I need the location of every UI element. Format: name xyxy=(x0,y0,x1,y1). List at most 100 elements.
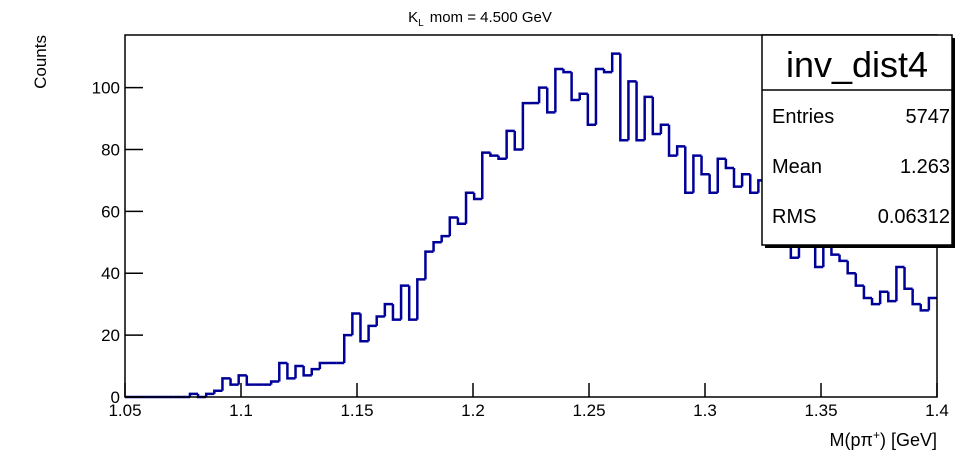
histogram-bin xyxy=(416,278,426,320)
x-tick-label: 1.4 xyxy=(925,401,949,420)
histogram-bin xyxy=(684,146,694,195)
x-axis-label: M(pπ+) [GeV] xyxy=(830,428,937,450)
x-tick-label: 1.1 xyxy=(229,401,253,420)
histogram-bin xyxy=(887,291,897,303)
title-rest: mom = 4.500 GeV xyxy=(430,9,552,26)
histogram-bin xyxy=(505,129,515,159)
stats-title: inv_dist4 xyxy=(786,44,928,85)
histogram-bin xyxy=(692,154,702,193)
histogram-bin xyxy=(578,92,588,100)
stats-label: Entries xyxy=(772,106,834,128)
histogram-bin xyxy=(895,265,905,302)
histogram-bin xyxy=(286,362,296,380)
x-label-rest: ) [GeV] xyxy=(880,430,937,450)
histogram-bin xyxy=(188,392,199,397)
stats-label: Mean xyxy=(772,156,822,178)
x-label-main: M(pπ xyxy=(830,430,873,450)
histogram-bin xyxy=(383,302,393,317)
histogram-bin xyxy=(911,288,921,306)
histogram-bin xyxy=(278,361,288,382)
histogram-bin xyxy=(740,172,751,187)
histogram-bin xyxy=(456,217,467,225)
histogram-bin xyxy=(586,93,596,126)
y-tick-label: 40 xyxy=(101,264,120,283)
x-tick-label: 1.25 xyxy=(572,401,605,420)
y-tick-label: 100 xyxy=(92,79,120,98)
histogram-bin xyxy=(602,69,613,74)
histogram-bin xyxy=(716,157,726,193)
histogram-bin xyxy=(424,250,434,280)
title-sub: L xyxy=(418,18,424,29)
histogram-bin xyxy=(521,101,531,150)
histogram-bin xyxy=(375,315,385,326)
y-tick-label: 60 xyxy=(101,202,120,221)
histogram-bin xyxy=(838,254,848,263)
histogram-bin xyxy=(221,377,231,391)
histogram-bin xyxy=(554,67,564,113)
histogram-bin xyxy=(854,273,864,287)
y-axis-label: Counts xyxy=(31,35,50,89)
x-tick-label: 1.2 xyxy=(461,401,485,420)
title-main: K xyxy=(408,9,418,26)
histogram-bin xyxy=(481,151,491,199)
chart-title: KL mom = 4.500 GeV xyxy=(408,9,552,29)
histogram-bin xyxy=(870,297,881,306)
histogram-bin xyxy=(903,267,913,290)
histogram-bin xyxy=(497,155,507,161)
histogram-bin xyxy=(700,155,710,176)
histogram-bin xyxy=(594,67,605,125)
histogram-bin xyxy=(635,81,645,142)
x-tick-label: 1.05 xyxy=(108,401,141,420)
histogram-bin xyxy=(667,124,678,157)
histogram-bin xyxy=(927,296,937,311)
x-tick-label: 1.35 xyxy=(804,401,837,420)
histogram-bin xyxy=(342,333,353,363)
histogram-bin xyxy=(245,375,255,386)
histogram-bin xyxy=(846,260,856,275)
histogram-bin xyxy=(610,52,621,73)
histogram-bin xyxy=(213,389,223,394)
histogram-bin xyxy=(513,130,523,151)
histogram-bin xyxy=(440,234,450,243)
y-tick-label: 20 xyxy=(101,326,120,345)
histogram-bin xyxy=(464,191,475,224)
histogram-bin xyxy=(619,53,629,142)
histogram-bin xyxy=(391,304,402,321)
histogram-bin xyxy=(562,69,572,74)
histogram-bin xyxy=(204,392,215,397)
histogram-bin xyxy=(659,123,670,135)
histogram-bin xyxy=(627,80,637,141)
x-tick-label: 1.15 xyxy=(340,401,373,420)
histogram-bin xyxy=(545,87,556,114)
histogram-bin xyxy=(229,378,239,386)
histogram-bin xyxy=(537,86,548,104)
histogram-bin xyxy=(489,152,499,157)
histogram-bin xyxy=(432,241,442,252)
histogram-bin xyxy=(570,72,580,102)
x-label-sup: + xyxy=(873,428,880,442)
histogram-bin xyxy=(724,158,734,170)
histogram-bin xyxy=(862,285,873,300)
histogram-bin xyxy=(472,192,483,201)
histogram-bin xyxy=(367,324,377,342)
histogram-bin xyxy=(359,313,369,343)
stats-label: RMS xyxy=(772,206,816,228)
histogram-bin xyxy=(318,361,328,370)
histogram-bin xyxy=(732,168,743,188)
histogram-bin xyxy=(302,366,312,377)
stats-value: 5747 xyxy=(906,106,951,128)
histogram-bin xyxy=(399,284,410,320)
histogram-bin xyxy=(675,145,686,156)
histogram-bin xyxy=(407,285,418,321)
histogram-bin xyxy=(813,242,824,269)
histogram-bin xyxy=(294,364,304,379)
y-tick-label: 80 xyxy=(101,140,120,159)
histogram-bin xyxy=(708,174,718,195)
histogram-bin xyxy=(237,374,247,385)
histogram-bin xyxy=(351,312,361,336)
y-tick-label: 0 xyxy=(111,388,120,407)
histogram-bin xyxy=(748,174,759,195)
histogram-bin xyxy=(643,95,653,141)
histogram-bin xyxy=(830,245,840,256)
